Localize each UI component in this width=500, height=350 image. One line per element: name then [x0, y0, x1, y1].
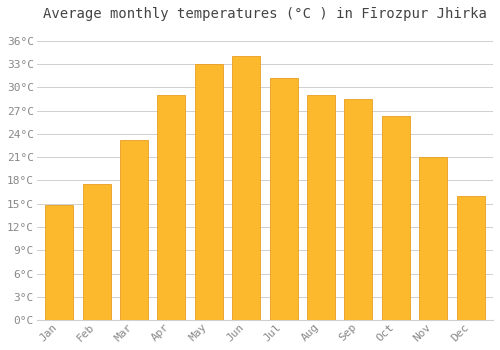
Bar — [158, 95, 186, 320]
Bar — [382, 116, 410, 320]
Bar — [270, 78, 297, 320]
Bar — [120, 140, 148, 320]
Bar — [456, 196, 484, 320]
Bar — [82, 184, 110, 320]
Bar — [344, 99, 372, 320]
Bar — [419, 157, 447, 320]
Bar — [195, 64, 223, 320]
Title: Average monthly temperatures (°C ) in Fīrozpur Jhirka: Average monthly temperatures (°C ) in Fī… — [43, 7, 487, 21]
Bar — [232, 56, 260, 320]
Bar — [45, 205, 73, 320]
Bar — [307, 95, 335, 320]
